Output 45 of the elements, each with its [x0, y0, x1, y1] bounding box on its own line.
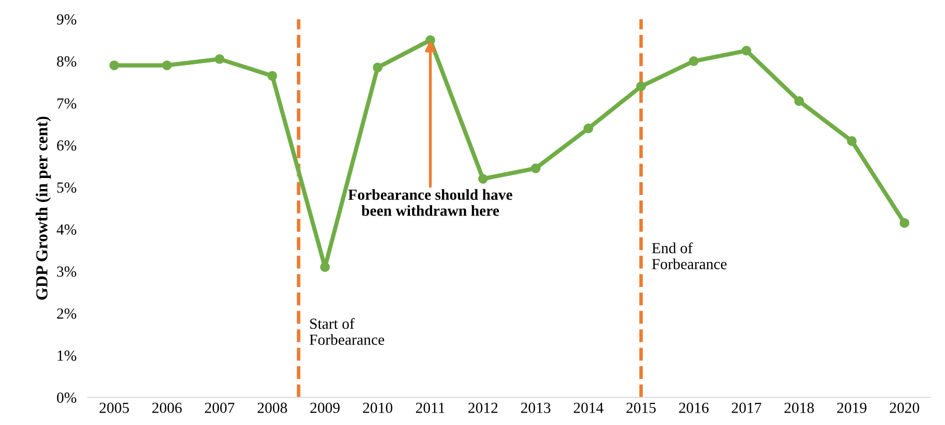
ref-line-label: End of Forbearance — [652, 242, 727, 270]
x-tick-label: 2009 — [310, 402, 340, 413]
y-tick-label: 7% — [57, 98, 76, 109]
y-tick-label: 4% — [56, 224, 76, 235]
y-tick-label: 6% — [57, 140, 76, 151]
point — [267, 71, 278, 81]
point — [742, 46, 752, 56]
x-tick-label: 2008 — [258, 402, 287, 413]
x-tick-label: 2014 — [574, 402, 604, 413]
point — [688, 56, 699, 66]
x-tick-label: 2020 — [890, 402, 920, 413]
y-tick-label: 5% — [57, 182, 76, 193]
x-tick-label: 2016 — [679, 402, 709, 413]
y-tick-label: 0% — [56, 392, 76, 403]
y-tick-label: 1% — [58, 350, 76, 361]
y-axis-title: GDP Growth (in per cent) — [36, 116, 51, 300]
y-tick-label: 9% — [56, 14, 76, 25]
point — [109, 60, 120, 70]
x-tick-label: 2018 — [784, 402, 814, 413]
x-tick-label: 2005 — [100, 402, 129, 413]
y-tick-label: 3% — [57, 266, 76, 277]
x-tick-label: 2013 — [521, 402, 550, 413]
point — [162, 60, 172, 70]
point — [846, 136, 857, 146]
point — [584, 124, 594, 134]
ref-line-label: Start of Forbearance — [310, 318, 384, 345]
x-tick-label: 2012 — [468, 402, 498, 413]
x-tick-label: 2011 — [416, 402, 444, 413]
x-tick-label: 2017 — [732, 402, 762, 413]
y-tick-label: 8% — [56, 56, 76, 67]
point — [372, 62, 383, 72]
point — [320, 262, 330, 272]
x-tick-label: 2010 — [363, 402, 392, 413]
point — [530, 163, 541, 174]
point — [794, 96, 804, 106]
x-tick-label: 2007 — [204, 402, 234, 413]
x-tick-label: 2006 — [152, 402, 182, 413]
x-tick-label: 2015 — [626, 402, 656, 413]
point — [214, 54, 224, 64]
point — [900, 218, 910, 228]
point — [636, 82, 646, 92]
point — [478, 174, 488, 184]
x-tick-label: 2019 — [837, 402, 866, 413]
annotation: Forbearance should have been withdrawn here — [348, 189, 512, 216]
y-tick-label: 2% — [57, 308, 76, 319]
